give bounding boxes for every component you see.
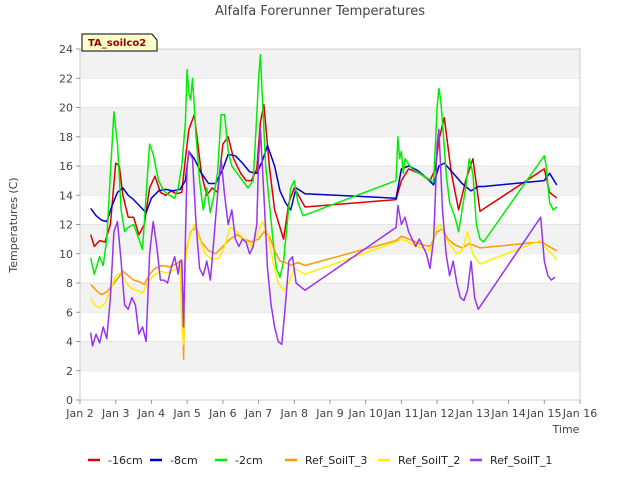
x-tick-label: Jan 14 — [490, 407, 525, 420]
annotation-background — [81, 33, 158, 52]
x-tick-label: Jan 3 — [101, 407, 129, 420]
x-tick-label: Jan 12 — [419, 407, 454, 420]
legend-label: -16cm — [108, 454, 143, 467]
chart-title: Alfalfa Forerunner Temperatures — [215, 4, 425, 19]
legend: -16cm -8cm -2cm Ref_SoilT_3 Ref_SoilT_2 Ref_S… — [88, 454, 552, 467]
x-axis-label: Time — [552, 423, 580, 436]
y-tick-label: 24 — [59, 43, 73, 56]
legend-label: Ref_SoilT_1 — [490, 454, 552, 467]
y-tick-label: 18 — [59, 131, 73, 144]
y-tick-label: 6 — [66, 306, 73, 319]
legend-label: -8cm — [170, 454, 198, 467]
x-tick-label: Jan 16 — [562, 407, 597, 420]
legend-label: Ref_SoilT_3 — [305, 454, 367, 467]
x-tick-label: Jan 5 — [172, 407, 200, 420]
x-axis-ticks: Jan 2 Jan 3 Jan 4 Jan 5 Jan 6 Jan 7 Jan 8 Jan 9… — [65, 400, 597, 420]
series-line-8cm — [90, 144, 558, 223]
y-tick-label: 10 — [59, 248, 73, 261]
grid-bands — [80, 48, 580, 372]
series-line-2cm — [89, 54, 558, 278]
y-tick-label: 2 — [66, 365, 73, 378]
x-tick-label: Jan 15 — [526, 407, 561, 420]
series-line-ref-soilt-1 — [89, 128, 556, 347]
legend-label: Ref_SoilT_2 — [398, 454, 460, 467]
grid-band — [80, 224, 580, 254]
y-tick-label: 20 — [59, 102, 73, 115]
y-tick-label: 14 — [59, 189, 73, 202]
x-tick-label: Jan 13 — [455, 407, 490, 420]
series-line-ref-soilt-3 — [90, 226, 558, 360]
y-tick-label: 22 — [59, 72, 73, 85]
x-tick-label: Jan 9 — [315, 407, 343, 420]
x-tick-label: Jan 8 — [280, 407, 308, 420]
series-line-ref-soilt-2 — [90, 220, 558, 346]
legend-label: -2cm — [235, 454, 263, 467]
grid-band — [80, 166, 580, 196]
x-tick-label: Jan 7 — [244, 407, 272, 420]
series-lines — [89, 54, 558, 360]
grid-band — [80, 283, 580, 313]
annotation-label: TA_soilco2 — [88, 38, 146, 49]
y-tick-label: 0 — [66, 394, 73, 407]
x-tick-label: Jan 2 — [65, 407, 93, 420]
grid-band — [80, 341, 580, 371]
x-tick-label: Jan 11 — [383, 407, 418, 420]
grid-band — [80, 107, 580, 137]
y-tick-label: 12 — [59, 219, 73, 232]
x-tick-label: Jan 4 — [137, 407, 165, 420]
y-tick-label: 16 — [59, 160, 73, 173]
annotation-box: TA_soilco2 — [81, 33, 158, 52]
y-tick-label: 4 — [66, 336, 73, 349]
x-tick-label: Jan 6 — [208, 407, 236, 420]
y-tick-label: 8 — [66, 277, 73, 290]
y-axis-label: Temperatures (C) — [7, 177, 20, 273]
grid-band — [80, 49, 580, 79]
x-tick-label: Jan 10 — [347, 407, 382, 420]
